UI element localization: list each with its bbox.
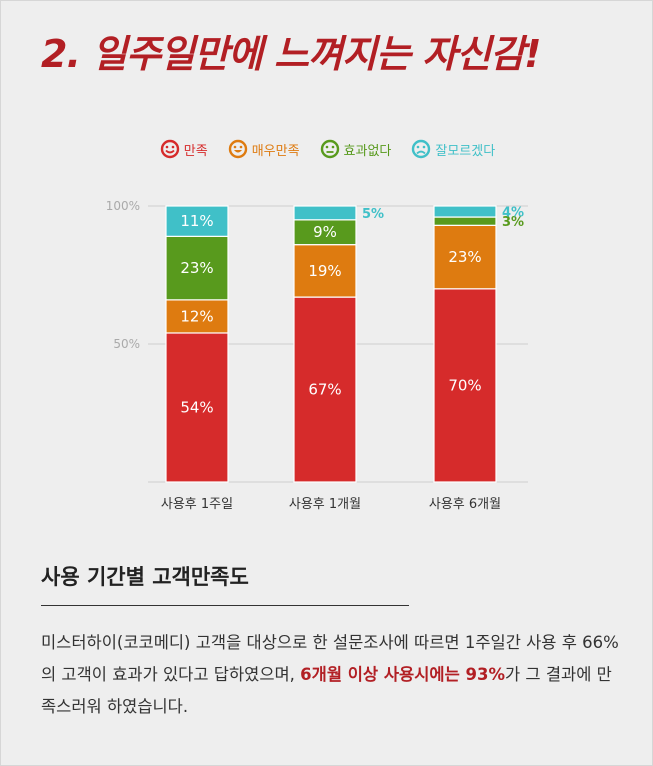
data-label: 54%	[180, 398, 213, 416]
y-tick-label: 50%	[113, 337, 140, 351]
grin-face-icon	[228, 139, 247, 159]
data-label: 23%	[448, 248, 481, 266]
data-label: 3%	[502, 215, 524, 230]
stacked-bar-chart: 50% 100% 54% 12% 23% 11% 사용후 1주일 67% 19% 9% 5% 사용후 …	[106, 199, 528, 512]
legend-item-no-effect: 효과없다	[320, 139, 392, 159]
bar-segment	[165, 332, 229, 483]
bar-segment	[433, 224, 497, 290]
bar-segment	[433, 205, 497, 218]
legend-label: 매우만족	[251, 143, 300, 159]
bar-segment	[293, 244, 357, 298]
x-tick-label: 사용후 1개월	[289, 497, 361, 512]
data-label: 4%	[502, 206, 524, 221]
bar-segment	[293, 219, 357, 246]
data-label: 19%	[308, 262, 341, 280]
description: 미스터하이(코코메디) 고객을 대상으로 한 설문조사에 따르면 1주일간 사용…	[41, 627, 621, 723]
legend-item-unsure: 잘모르겠다	[411, 139, 495, 159]
legend-label: 효과없다	[343, 143, 392, 159]
bar-segment	[433, 216, 497, 226]
data-label: 11%	[180, 212, 213, 230]
data-label: 23%	[180, 259, 213, 277]
data-label: 67%	[308, 381, 341, 399]
legend-label: 잘모르겠다	[435, 143, 496, 159]
data-label: 5%	[362, 207, 384, 222]
section-title: 사용 기간별 고객만족도	[41, 565, 249, 589]
x-tick-label: 사용후 1주일	[161, 497, 233, 512]
bar-segment	[293, 205, 357, 221]
smile-face-icon	[160, 139, 179, 159]
description-highlight: 6개월 이상 사용시에는 93%	[300, 665, 505, 684]
description-text-end: 가 그 결과에 만족스러워 하였습니다.	[41, 665, 612, 716]
legend-item-very-satisfied: 매우만족	[228, 139, 300, 159]
divider	[41, 605, 409, 606]
bar-segment	[165, 235, 229, 301]
chart-legend: 만족 매우만족 효과없다 잘모르겠다	[1, 139, 653, 159]
bar-segment	[293, 296, 357, 483]
data-label: 12%	[180, 307, 213, 325]
x-tick-label: 사용후 6개월	[429, 497, 501, 512]
legend-item-satisfied: 만족	[160, 139, 208, 159]
headline: 2. 일주일만에 느껴지는 자신감!	[41, 32, 541, 76]
description-text: 미스터하이(코코메디) 고객을 대상으로 한 설문조사에 따르면 1주일간 사용…	[41, 633, 619, 684]
data-label: 70%	[448, 376, 481, 394]
legend-label: 만족	[183, 143, 208, 159]
bar-segment	[165, 205, 229, 237]
bar-segment	[433, 288, 497, 483]
neutral-face-icon	[320, 139, 339, 159]
sad-face-icon	[412, 139, 431, 159]
data-label: 9%	[313, 223, 337, 241]
y-tick-label: 100%	[106, 199, 140, 213]
